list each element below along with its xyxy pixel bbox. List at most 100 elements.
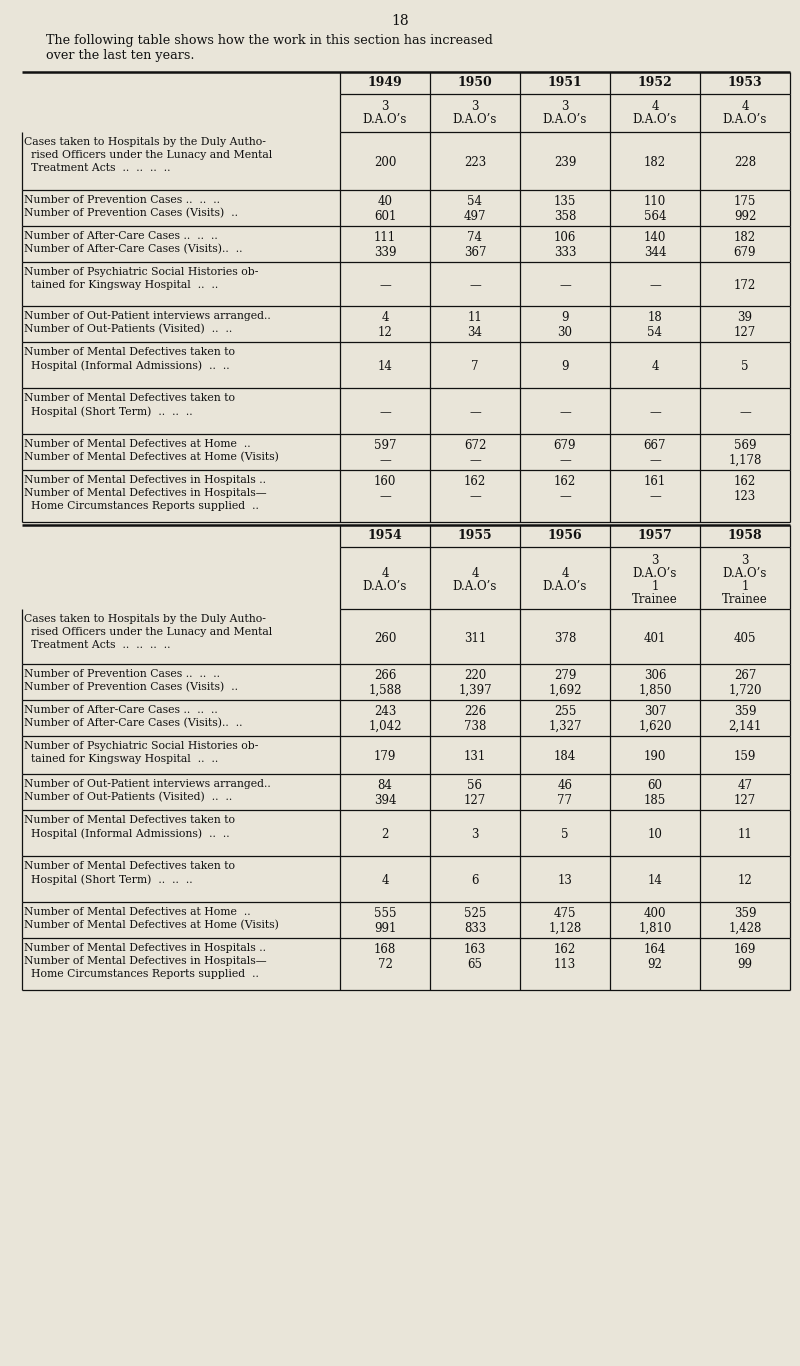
Text: 179: 179 xyxy=(374,750,396,764)
Text: Hospital (Informal Admissions)  ..  ..: Hospital (Informal Admissions) .. .. xyxy=(24,828,230,839)
Text: D.A.O’s: D.A.O’s xyxy=(723,113,767,126)
Text: 162: 162 xyxy=(464,475,486,488)
Text: 4: 4 xyxy=(382,567,389,581)
Text: Number of Out-Patients (Visited)  ..  ..: Number of Out-Patients (Visited) .. .. xyxy=(24,792,232,802)
Text: 10: 10 xyxy=(647,828,662,841)
Text: 182: 182 xyxy=(644,156,666,169)
Text: 1,692: 1,692 xyxy=(548,684,582,697)
Text: 226: 226 xyxy=(464,705,486,719)
Text: 162: 162 xyxy=(734,475,756,488)
Text: 123: 123 xyxy=(734,490,756,503)
Text: D.A.O’s: D.A.O’s xyxy=(453,113,497,126)
Text: 111: 111 xyxy=(374,231,396,245)
Text: 569: 569 xyxy=(734,438,756,452)
Text: 3: 3 xyxy=(382,100,389,113)
Text: 169: 169 xyxy=(734,943,756,956)
Text: 72: 72 xyxy=(378,958,393,971)
Text: —: — xyxy=(379,279,391,292)
Text: over the last ten years.: over the last ten years. xyxy=(46,49,194,61)
Text: 679: 679 xyxy=(734,246,756,260)
Text: Number of Psychiatric Social Histories ob-: Number of Psychiatric Social Histories o… xyxy=(24,266,258,277)
Text: 311: 311 xyxy=(464,631,486,645)
Text: 255: 255 xyxy=(554,705,576,719)
Text: 394: 394 xyxy=(374,794,396,807)
Text: 54: 54 xyxy=(647,326,662,339)
Text: 110: 110 xyxy=(644,195,666,208)
Text: 4: 4 xyxy=(562,567,569,581)
Text: 12: 12 xyxy=(738,874,752,887)
Text: 60: 60 xyxy=(647,779,662,792)
Text: 405: 405 xyxy=(734,631,756,645)
Text: 223: 223 xyxy=(464,156,486,169)
Text: —: — xyxy=(559,454,571,467)
Text: 1,720: 1,720 xyxy=(728,684,762,697)
Text: 14: 14 xyxy=(378,361,393,373)
Text: Hospital (Short Term)  ..  ..  ..: Hospital (Short Term) .. .. .. xyxy=(24,874,193,885)
Text: —: — xyxy=(469,454,481,467)
Text: 1956: 1956 xyxy=(548,529,582,542)
Text: 1,428: 1,428 xyxy=(728,922,762,934)
Text: 113: 113 xyxy=(554,958,576,971)
Text: 56: 56 xyxy=(467,779,482,792)
Text: 679: 679 xyxy=(554,438,576,452)
Text: Number of Mental Defectives in Hospitals—: Number of Mental Defectives in Hospitals… xyxy=(24,488,266,499)
Text: D.A.O’s: D.A.O’s xyxy=(723,567,767,581)
Text: 597: 597 xyxy=(374,438,396,452)
Text: D.A.O’s: D.A.O’s xyxy=(543,113,587,126)
Text: Number of Prevention Cases ..  ..  ..: Number of Prevention Cases .. .. .. xyxy=(24,669,220,679)
Text: 339: 339 xyxy=(374,246,396,260)
Text: 40: 40 xyxy=(378,195,393,208)
Text: Number of After-Care Cases ..  ..  ..: Number of After-Care Cases .. .. .. xyxy=(24,231,218,240)
Text: 18: 18 xyxy=(648,311,662,324)
Text: 279: 279 xyxy=(554,669,576,682)
Text: Number of Mental Defectives in Hospitals ..: Number of Mental Defectives in Hospitals… xyxy=(24,475,266,485)
Text: Treatment Acts  ..  ..  ..  ..: Treatment Acts .. .. .. .. xyxy=(24,163,170,173)
Text: 74: 74 xyxy=(467,231,482,245)
Text: D.A.O’s: D.A.O’s xyxy=(363,581,407,593)
Text: 525: 525 xyxy=(464,907,486,919)
Text: 14: 14 xyxy=(647,874,662,887)
Text: 3: 3 xyxy=(471,100,478,113)
Text: 1,810: 1,810 xyxy=(638,922,672,934)
Text: 1,588: 1,588 xyxy=(368,684,402,697)
Text: rised Officers under the Lunacy and Mental: rised Officers under the Lunacy and Ment… xyxy=(24,627,272,637)
Text: 260: 260 xyxy=(374,631,396,645)
Text: 1958: 1958 xyxy=(728,529,762,542)
Text: Home Circumstances Reports supplied  ..: Home Circumstances Reports supplied .. xyxy=(24,968,259,979)
Text: 1957: 1957 xyxy=(638,529,672,542)
Text: 992: 992 xyxy=(734,210,756,223)
Text: Hospital (Informal Admissions)  ..  ..: Hospital (Informal Admissions) .. .. xyxy=(24,361,230,370)
Text: 47: 47 xyxy=(738,779,753,792)
Text: Home Circumstances Reports supplied  ..: Home Circumstances Reports supplied .. xyxy=(24,501,259,511)
Text: 344: 344 xyxy=(644,246,666,260)
Text: 4: 4 xyxy=(471,567,478,581)
Text: 30: 30 xyxy=(558,326,573,339)
Text: Trainee: Trainee xyxy=(722,593,768,607)
Text: Number of Prevention Cases ..  ..  ..: Number of Prevention Cases .. .. .. xyxy=(24,195,220,205)
Text: 6: 6 xyxy=(471,874,478,887)
Text: —: — xyxy=(649,406,661,419)
Text: 168: 168 xyxy=(374,943,396,956)
Text: 1955: 1955 xyxy=(458,529,492,542)
Text: 162: 162 xyxy=(554,943,576,956)
Text: —: — xyxy=(649,454,661,467)
Text: 159: 159 xyxy=(734,750,756,764)
Text: 4: 4 xyxy=(651,100,658,113)
Text: 359: 359 xyxy=(734,705,756,719)
Text: The following table shows how the work in this section has increased: The following table shows how the work i… xyxy=(46,34,493,46)
Text: 833: 833 xyxy=(464,922,486,934)
Text: 475: 475 xyxy=(554,907,576,919)
Text: rised Officers under the Lunacy and Mental: rised Officers under the Lunacy and Ment… xyxy=(24,150,272,160)
Text: 2: 2 xyxy=(382,828,389,841)
Text: 190: 190 xyxy=(644,750,666,764)
Text: 127: 127 xyxy=(464,794,486,807)
Text: 228: 228 xyxy=(734,156,756,169)
Text: 39: 39 xyxy=(738,311,753,324)
Text: —: — xyxy=(379,406,391,419)
Text: 3: 3 xyxy=(651,555,658,567)
Text: Number of Mental Defectives in Hospitals ..: Number of Mental Defectives in Hospitals… xyxy=(24,943,266,953)
Text: D.A.O’s: D.A.O’s xyxy=(633,567,677,581)
Text: 400: 400 xyxy=(644,907,666,919)
Text: 266: 266 xyxy=(374,669,396,682)
Text: 2,141: 2,141 xyxy=(728,720,762,734)
